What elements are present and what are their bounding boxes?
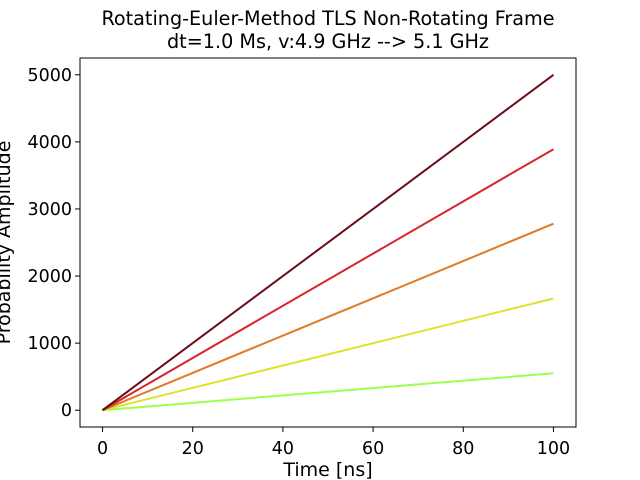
plot-frame [79, 57, 577, 428]
y-tick-label: 5000 [27, 66, 72, 86]
y-axis: 0 1000 2000 3000 4000 5000 [27, 66, 80, 421]
series-line-5 [101, 73, 555, 412]
x-tick-label: 40 [272, 439, 294, 459]
y-tick-label: 1000 [27, 334, 72, 354]
y-tick-label: 4000 [27, 133, 72, 153]
x-tick-label: 0 [97, 439, 108, 459]
y-tick-label: 2000 [27, 267, 72, 287]
y-tick-label: 0 [61, 401, 72, 421]
series-line-2 [102, 297, 554, 412]
chart-subtitle: dt=1.0 Ms, v:4.9 GHz --> 5.1 GHz [167, 30, 489, 53]
x-tick-label: 100 [537, 439, 570, 459]
x-tick-label: 80 [452, 439, 474, 459]
series-line-1 [102, 372, 554, 412]
x-tick-label: 60 [362, 439, 384, 459]
x-axis: 0 20 40 60 80 100 [97, 427, 570, 459]
series-layer [101, 73, 555, 412]
y-tick-label: 3000 [27, 200, 72, 220]
x-axis-label: Time [ns] [282, 459, 372, 480]
series-line-3 [102, 222, 554, 412]
series-line-4 [101, 148, 555, 412]
chart-title: Rotating-Euler-Method TLS Non-Rotating F… [101, 7, 554, 30]
x-tick-label: 20 [182, 439, 204, 459]
y-axis-label: Probability Amplitude [0, 141, 15, 345]
